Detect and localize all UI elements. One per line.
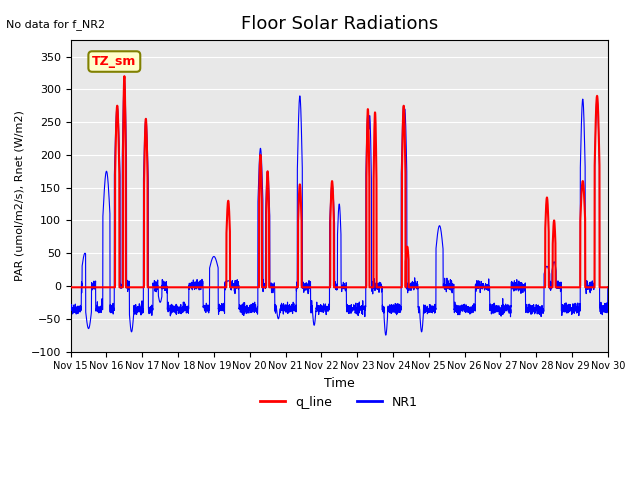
Title: Floor Solar Radiations: Floor Solar Radiations xyxy=(241,15,438,33)
Legend: q_line, NR1: q_line, NR1 xyxy=(255,391,423,414)
Y-axis label: PAR (umol/m2/s), Rnet (W/m2): PAR (umol/m2/s), Rnet (W/m2) xyxy=(15,110,25,281)
X-axis label: Time: Time xyxy=(324,377,355,390)
Text: TZ_sm: TZ_sm xyxy=(92,55,136,68)
Text: No data for f_NR2: No data for f_NR2 xyxy=(6,19,106,30)
